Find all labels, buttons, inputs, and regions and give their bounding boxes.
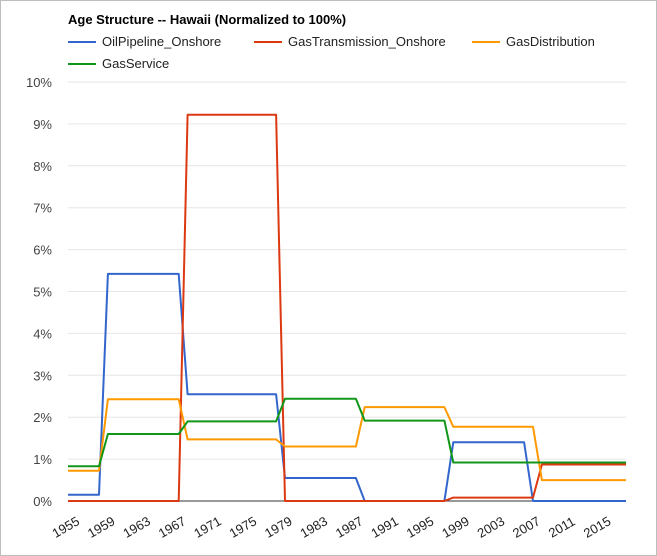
series-line-gasdistribution <box>68 398 626 482</box>
x-tick-label: 1995 <box>404 513 437 540</box>
x-tick-label: 2003 <box>475 513 508 540</box>
y-tick-label: 3% <box>33 368 52 383</box>
legend-label: GasService <box>102 56 169 71</box>
series-line-gasservice <box>68 397 626 468</box>
y-tick-label: 1% <box>33 452 52 467</box>
x-tick-label: 1983 <box>297 513 330 540</box>
y-tick-label: 5% <box>33 285 52 300</box>
x-tick-label: 1979 <box>262 513 295 540</box>
legend-label: GasTransmission_Onshore <box>288 34 446 49</box>
x-tick-label: 1971 <box>191 513 224 540</box>
legend-label: GasDistribution <box>506 34 595 49</box>
legend-label: OilPipeline_Onshore <box>102 34 221 49</box>
x-axis-ticks: 1955 1959 1963 1967 1971 1975 1979 1983 1987 1991… <box>49 513 613 540</box>
y-tick-label: 10% <box>26 75 52 90</box>
y-tick-label: 9% <box>33 117 52 132</box>
y-axis-ticks: 0% 1% 2% 3% 4% 5% 6% 7% 8% 9% 10% <box>26 75 52 509</box>
y-tick-label: 0% <box>33 494 52 509</box>
y-tick-label: 2% <box>33 410 52 425</box>
series-line-gastransmission-onshore <box>68 113 626 502</box>
x-tick-label: 2007 <box>510 513 543 540</box>
x-tick-label: 2015 <box>581 513 614 540</box>
x-tick-label: 1955 <box>49 513 82 540</box>
x-tick-label: 2011 <box>546 514 578 541</box>
x-tick-label: 1967 <box>156 513 189 540</box>
x-tick-label: 1987 <box>333 513 366 540</box>
series-line-oilpipeline-onshore <box>68 272 626 502</box>
series-lines <box>68 113 626 502</box>
gridlines <box>68 81 626 502</box>
legend: OilPipeline_Onshore GasTransmission_Onsho… <box>68 34 595 71</box>
chart-title: Age Structure -- Hawaii (Normalized to 1… <box>68 12 346 27</box>
x-tick-label: 1999 <box>439 513 472 540</box>
x-tick-label: 1963 <box>120 513 153 540</box>
y-tick-label: 6% <box>33 243 52 258</box>
y-tick-label: 8% <box>33 159 52 174</box>
y-tick-label: 4% <box>33 326 52 341</box>
x-tick-label: 1959 <box>85 513 118 540</box>
x-tick-label: 1991 <box>368 513 401 540</box>
y-tick-label: 7% <box>33 201 52 216</box>
x-tick-label: 1975 <box>227 513 260 540</box>
